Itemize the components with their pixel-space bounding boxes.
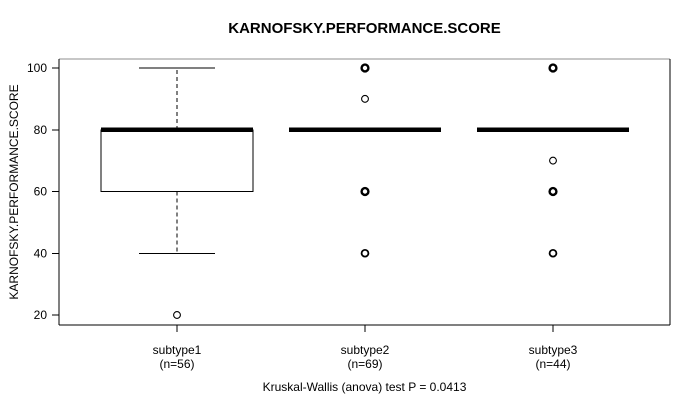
x-tick-n-label: (n=44) bbox=[535, 357, 570, 371]
y-tick-label: 100 bbox=[27, 61, 47, 75]
outlier-point bbox=[549, 156, 557, 165]
x-tick-n-label: (n=56) bbox=[159, 357, 194, 371]
outlier-point bbox=[360, 248, 370, 258]
y-tick-label: 60 bbox=[34, 185, 48, 199]
outlier-point bbox=[360, 63, 370, 73]
outlier-point bbox=[548, 248, 558, 258]
y-tick-label: 20 bbox=[34, 308, 48, 322]
x-tick-label: subtype1 bbox=[153, 343, 202, 357]
x-tick-label: subtype2 bbox=[341, 343, 390, 357]
iqr-box bbox=[100, 129, 254, 192]
outlier-point bbox=[548, 186, 558, 197]
outlier-point bbox=[548, 63, 558, 73]
x-tick-n-label: (n=69) bbox=[347, 357, 382, 371]
x-tick-label: subtype3 bbox=[529, 343, 578, 357]
y-tick-label: 80 bbox=[34, 123, 48, 137]
outlier-point bbox=[360, 186, 370, 197]
outlier-point bbox=[361, 94, 369, 103]
chart-title: KARNOFSKY.PERFORMANCE.SCORE bbox=[228, 20, 501, 37]
stat-test-caption: Kruskal-Wallis (anova) test P = 0.0413 bbox=[262, 380, 467, 394]
outlier-point bbox=[173, 311, 181, 319]
y-tick-label: 40 bbox=[34, 246, 48, 260]
